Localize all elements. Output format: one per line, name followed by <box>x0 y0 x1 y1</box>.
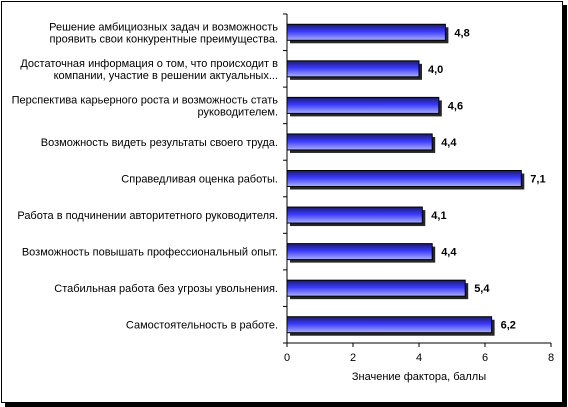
x-tick-label: 0 <box>284 352 290 364</box>
category-label: компании, участие в решении актуальных..… <box>54 70 278 82</box>
category-label: Работа в подчинении авторитетного руково… <box>17 210 278 222</box>
data-label: 4,1 <box>431 210 446 222</box>
bar <box>286 23 446 41</box>
category-label: руководителем. <box>197 106 278 118</box>
bar <box>286 316 493 334</box>
bar <box>286 60 420 78</box>
data-label: 6,2 <box>501 320 516 332</box>
x-tick-label: 6 <box>482 352 488 364</box>
data-label: 4,6 <box>448 100 463 112</box>
plot-area: 4,8 Решение амбициозных задач и возможнос… <box>12 13 554 383</box>
x-tick-label: 4 <box>416 352 422 364</box>
bar <box>286 206 423 224</box>
data-label: 4,8 <box>454 27 469 39</box>
category-label: Перспектива карьерного роста и возможнос… <box>12 94 279 106</box>
category-label: Стабильная работа без угрозы увольнения. <box>54 283 278 295</box>
category-label: Справедливая оценка работы. <box>121 174 278 186</box>
bar <box>286 170 522 187</box>
category-label: Решение амбициозных задач и возможность <box>49 21 278 33</box>
bar <box>286 243 433 261</box>
category-label: Самостоятельность в работе. <box>126 320 278 332</box>
category-label: Возможность видеть результаты своего тру… <box>41 137 278 149</box>
bar <box>286 96 440 114</box>
x-tick-label: 8 <box>548 352 554 364</box>
category-label: проявить свои конкурентные преимущества. <box>50 33 278 45</box>
x-axis-title: Значение фактора, баллы <box>352 371 486 383</box>
x-tick-label: 2 <box>350 352 356 364</box>
data-label: 4,0 <box>428 64 443 76</box>
data-label: 4,4 <box>441 137 457 149</box>
bar-chart: 4,8 Решение амбициозных задач и возможнос… <box>12 13 554 383</box>
bar <box>286 133 433 151</box>
bar <box>286 279 466 297</box>
category-label: Возможность повышать профессиональный оп… <box>22 247 278 259</box>
data-label: 5,4 <box>474 283 490 295</box>
data-label: 4,4 <box>441 247 457 259</box>
chart-frame: 4,8 Решение амбициозных задач и возможнос… <box>1 1 563 403</box>
category-label: Достаточная информация о том, что происх… <box>20 58 278 70</box>
data-label: 7,1 <box>530 174 545 186</box>
